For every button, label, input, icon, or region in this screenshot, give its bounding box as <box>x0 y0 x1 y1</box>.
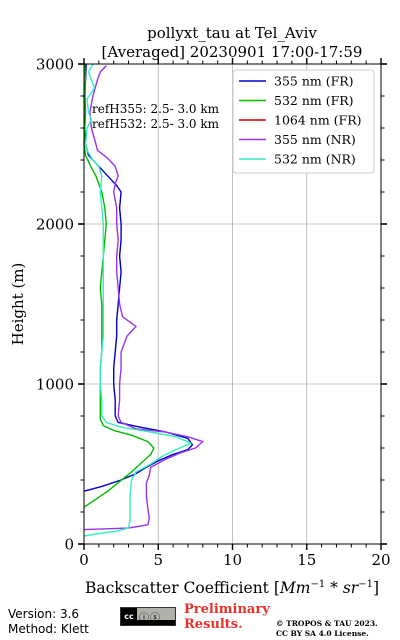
annotation-refh355: refH355: 2.5- 3.0 km <box>92 102 220 116</box>
legend-box <box>232 69 375 174</box>
legend-label: 1064 nm (FR) <box>274 113 362 128</box>
x-tick-label: 5 <box>153 551 163 569</box>
version-text: Version: 3.6 <box>8 607 80 621</box>
x-tick-label: 10 <box>223 551 242 569</box>
x-tick-label: 0 <box>79 551 89 569</box>
x-axis-label-text: Backscatter Coefficient [ <box>85 579 280 597</box>
preliminary-line1: Preliminary <box>184 602 270 617</box>
copyright-line1: © TROPOS & TAU 2023. <box>276 619 378 628</box>
x-axis-label-unit: Mm <box>279 579 311 597</box>
chart-title-line1: pollyxt_tau at Tel_Aviv <box>147 24 317 42</box>
series-line-532-nm-fr- <box>83 63 155 508</box>
x-axis-label-sup1: −1 <box>310 579 325 590</box>
legend-label: 532 nm (NR) <box>274 152 356 167</box>
x-axis-label: Backscatter Coefficient [Mm−1 * sr−1] <box>85 579 379 597</box>
x-tick-label: 15 <box>297 551 316 569</box>
copyright-text: © TROPOS & TAU 2023. CC BY SA 4.0 Licens… <box>276 619 378 639</box>
legend-label: 355 nm (NR) <box>274 132 356 147</box>
method-text: Method: Klett <box>8 622 89 636</box>
x-axis-label-end: ] <box>373 579 379 597</box>
preliminary-results-text: Preliminary Results. <box>184 602 270 632</box>
annotation-refh532: refH532: 2.5- 3.0 km <box>92 117 220 131</box>
series-lines <box>83 63 204 537</box>
x-tick-label: 20 <box>371 551 390 569</box>
y-tick-label: 2000 <box>36 216 74 234</box>
cc-badge-bar <box>137 620 175 625</box>
preliminary-line2: Results. <box>184 617 243 632</box>
series-line-355-nm-nr- <box>83 65 204 531</box>
axis-tick-labels: 0 5 10 15 20 0 1000 2000 3000 <box>36 56 391 570</box>
cc-license-badge: cc ⓘⓢ <box>120 607 176 626</box>
y-tick-label: 1000 <box>36 376 74 394</box>
series-line-532-nm-nr- <box>83 63 192 537</box>
cc-logo-icon: cc <box>121 608 137 625</box>
legend-label: 532 nm (FR) <box>274 93 354 108</box>
axis-ticks <box>78 58 387 550</box>
y-axis-label: Height (m) <box>9 263 27 346</box>
y-tick-label: 3000 <box>36 56 74 74</box>
y-tick-label: 0 <box>64 536 74 554</box>
legend-label: 355 nm (FR) <box>274 74 354 89</box>
legend: 355 nm (FR) 532 nm (FR) 1064 nm (FR) 355 nm… <box>232 69 375 174</box>
x-axis-label-mid: * sr <box>325 579 360 597</box>
x-axis-label-sup2: −1 <box>358 579 373 590</box>
chart-title-line2: [Averaged] 20230901 17:00-17:59 <box>102 43 363 61</box>
copyright-line2: CC BY SA 4.0 License. <box>276 629 369 638</box>
cc-by-sa-icon: ⓘⓢ <box>139 613 161 624</box>
